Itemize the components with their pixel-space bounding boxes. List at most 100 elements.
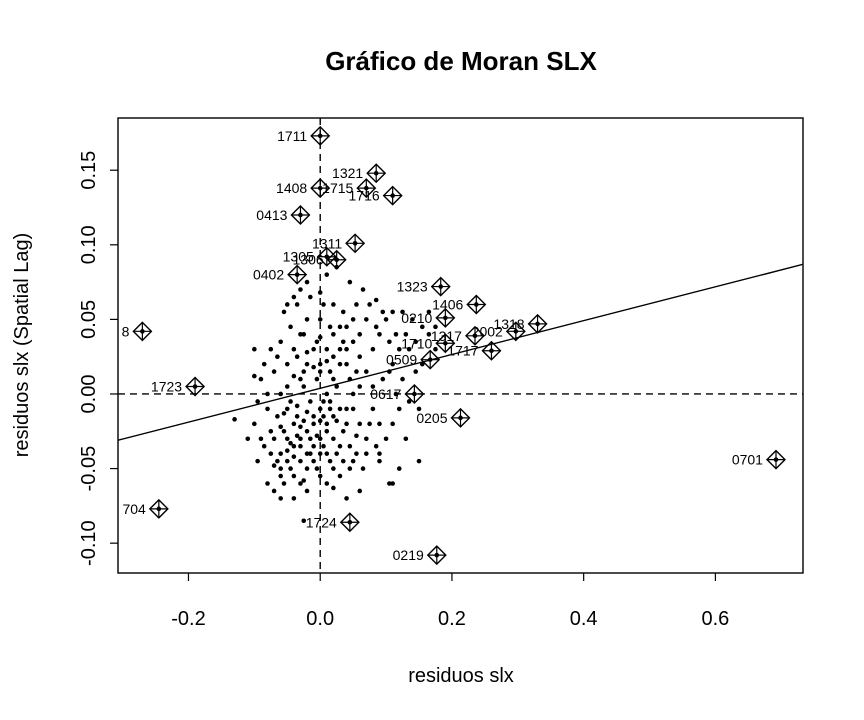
influential-point-dot [390,193,395,198]
data-point [298,287,303,292]
data-point [396,406,402,412]
data-point [255,458,260,464]
data-point [416,458,422,464]
data-point [327,369,333,374]
data-point [317,451,323,456]
data-point [324,421,330,427]
data-point [357,332,363,337]
data-point [265,481,270,486]
influential-point-label: 1717 [447,343,478,359]
influential-point-dot [535,321,540,327]
data-point [301,518,307,524]
data-point [377,421,382,427]
data-point [347,466,353,471]
data-point [304,349,310,355]
y-tick-label: 0.05 [78,300,100,339]
data-point [284,448,290,453]
data-point [268,451,274,456]
influential-point-label: 0210 [401,310,432,326]
influential-point-dot [373,170,379,176]
data-point [317,406,323,412]
regression-line [118,263,803,441]
data-point [298,443,303,449]
data-point [406,346,412,352]
data-point [327,458,333,464]
data-point [331,302,336,307]
data-point [387,481,392,486]
x-tick-label: 0.2 [438,608,466,630]
data-point [324,391,330,397]
x-tick-label: 0.6 [701,608,729,630]
data-point [337,473,343,479]
data-point [334,384,339,389]
data-point [317,473,323,479]
data-point [331,332,336,337]
influential-point-dot [156,506,162,512]
data-point [245,436,251,442]
data-point [265,406,270,412]
data-point [410,317,415,322]
influential-point-label: 0219 [393,547,424,563]
data-point [337,361,343,367]
data-point [311,421,316,427]
influential-point-label: 0701 [732,452,763,468]
influential-point-dot [317,133,323,139]
influential-point-label: 8 [122,323,130,339]
x-tick-label: 0.0 [306,608,334,630]
data-point [324,481,330,486]
data-point [324,272,330,277]
data-point [406,399,412,404]
influential-point-label: 1323 [397,279,428,295]
data-point [281,309,287,315]
data-point [304,488,310,494]
data-point [317,290,323,295]
data-point [357,421,363,427]
data-point [324,346,330,352]
data-point [324,358,330,364]
data-point [331,354,336,359]
data-point [232,417,237,422]
influential-point-dot [192,384,198,389]
influential-point-dot [438,284,444,289]
data-point [340,458,346,464]
data-point [373,443,379,449]
data-point [347,443,353,449]
data-point [340,339,346,345]
x-tick-label: 0.4 [570,608,598,630]
data-point [317,436,323,442]
influential-point-label: 1406 [432,296,463,312]
data-point [377,332,382,337]
data-point [275,414,280,419]
data-point [311,458,316,464]
data-point [271,463,277,468]
data-point [364,369,369,374]
influential-point-label: 0617 [370,386,401,402]
influential-point-dot [298,212,303,218]
data-point [311,414,316,419]
data-point [252,373,257,379]
data-point [301,418,307,424]
data-point [278,424,283,430]
data-point [354,369,359,374]
data-point [298,376,303,382]
data-point [350,406,356,412]
influential-point-dot [434,552,440,558]
data-point [268,346,274,352]
data-point [321,302,326,307]
data-point [294,302,300,307]
data-point [370,406,376,412]
data-point [304,409,310,415]
data-point [301,369,307,374]
data-point [433,346,438,352]
data-point [261,443,267,449]
data-point [252,346,257,352]
data-point [304,428,310,434]
data-point [360,287,366,292]
data-point [294,354,300,359]
data-point [321,399,326,404]
data-point [331,414,336,419]
data-point [308,399,313,404]
plot-area: -0.2 0.0 0.2 0.4 0.6 -0.10 -0.05 0.00 0.05 0.10 0.… [78,117,804,630]
data-point [344,361,349,367]
